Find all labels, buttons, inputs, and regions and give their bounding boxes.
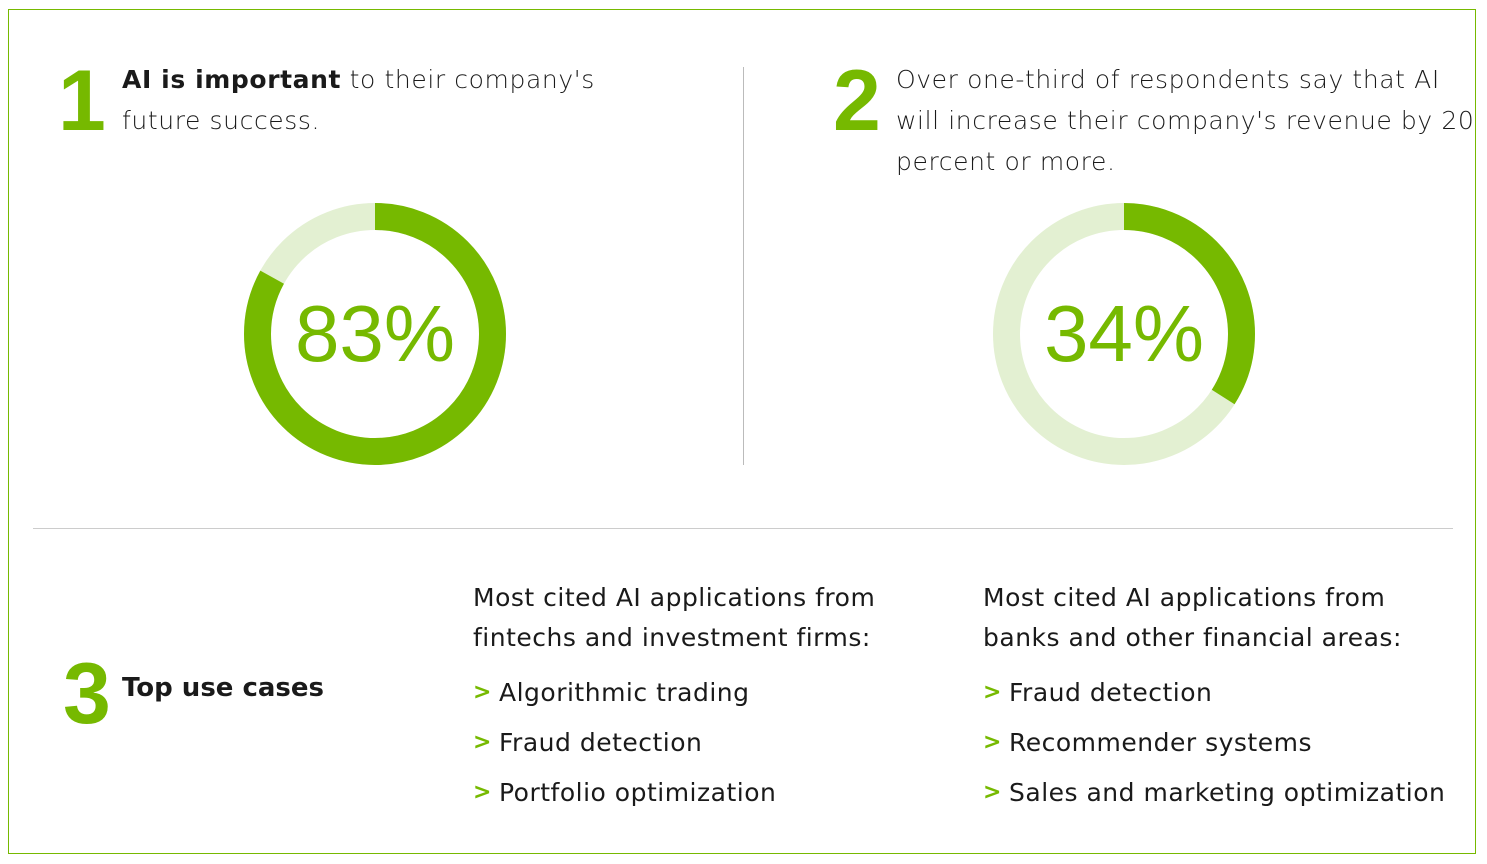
stat2-line3: percent or more. <box>896 147 1116 176</box>
frame-border <box>8 9 1476 854</box>
stat2-line1: Over one-third of respondents say that A… <box>896 65 1440 94</box>
stat1-line2: future success. <box>122 106 321 135</box>
list-item: > Recommender systems <box>983 718 1445 768</box>
stat2-line2: will increase their company's revenue by… <box>896 106 1475 135</box>
item-label: Recommender systems <box>1009 728 1312 757</box>
section3-title: Top use cases <box>122 673 325 703</box>
list-item: > Fraud detection <box>473 718 875 768</box>
item-label: Sales and marketing optimization <box>1009 778 1446 807</box>
donut-chart-83: 83% <box>240 199 510 469</box>
chevron-right-icon: > <box>983 780 1002 805</box>
percent-label: 83% <box>294 289 456 378</box>
percent-label: 34% <box>1043 289 1205 378</box>
stat1-number: 1 <box>58 53 106 149</box>
stat1-bold: AI is important <box>122 65 342 94</box>
stat2-statement: Over one-third of respondents say that A… <box>896 59 1474 182</box>
item-label: Fraud detection <box>499 728 703 757</box>
heading-line: Most cited AI applications from <box>983 583 1386 612</box>
donut-chart-34: 34% <box>989 199 1259 469</box>
chevron-right-icon: > <box>473 780 492 805</box>
donut-svg <box>244 203 506 465</box>
column-heading: Most cited AI applications from banks and… <box>983 578 1445 658</box>
donut-fill <box>993 203 1255 465</box>
heading-line: banks and other financial areas: <box>983 623 1402 652</box>
list-item: > Portfolio optimization <box>473 768 875 818</box>
heading-line: Most cited AI applications from <box>473 583 876 612</box>
stat2-number: 2 <box>833 53 881 149</box>
chevron-right-icon: > <box>473 680 492 705</box>
item-label: Portfolio optimization <box>499 778 777 807</box>
donut-fill <box>244 203 506 465</box>
list-item: > Fraud detection <box>983 668 1445 718</box>
list-item: > Sales and marketing optimization <box>983 768 1445 818</box>
stat1-rest: to their company's <box>341 65 595 94</box>
chevron-right-icon: > <box>983 680 1002 705</box>
stat1-statement: AI is important to their company's futur… <box>122 59 595 141</box>
heading-line: fintechs and investment firms: <box>473 623 871 652</box>
donut-svg <box>993 203 1255 465</box>
use-case-column-fintech: Most cited AI applications from fintechs … <box>473 578 875 818</box>
column-heading: Most cited AI applications from fintechs … <box>473 578 875 658</box>
item-label: Fraud detection <box>1009 678 1213 707</box>
use-case-column-banks: Most cited AI applications from banks and… <box>983 578 1445 818</box>
section3-number: 3 <box>63 646 111 742</box>
list-item: > Algorithmic trading <box>473 668 875 718</box>
vertical-divider <box>743 67 744 465</box>
horizontal-divider <box>33 528 1453 529</box>
chevron-right-icon: > <box>983 730 1002 755</box>
chevron-right-icon: > <box>473 730 492 755</box>
item-label: Algorithmic trading <box>499 678 750 707</box>
